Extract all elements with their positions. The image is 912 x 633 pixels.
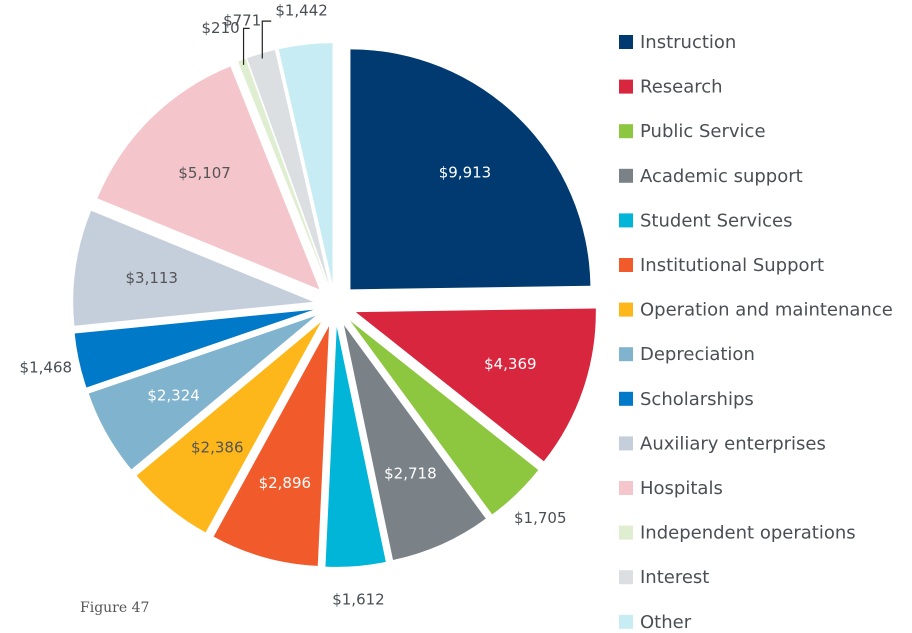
legend-label: Depreciation (640, 344, 755, 365)
value-label: $1,468 (20, 359, 73, 377)
legend-swatch (619, 481, 633, 495)
value-label: $3,113 (125, 269, 178, 287)
leader-line (242, 27, 250, 65)
legend-swatch (619, 79, 633, 94)
legend-swatch (619, 35, 633, 49)
value-label: $210 (201, 19, 239, 37)
legend-label: Interest (640, 567, 709, 588)
legend-swatch (619, 570, 633, 585)
legend-swatch (619, 614, 633, 629)
pie-slice (343, 325, 486, 561)
legend-label: Scholarships (640, 389, 754, 410)
legend-label: Independent operations (640, 523, 856, 544)
value-label: $1,705 (514, 509, 567, 527)
legend-swatch (619, 525, 633, 540)
pie-slice (278, 43, 333, 284)
value-label: $1,612 (332, 591, 385, 609)
pie-slice (325, 326, 386, 567)
pie-slice (350, 49, 591, 290)
legend-label: Auxiliary enterprises (640, 433, 826, 454)
legend-swatch (619, 391, 633, 406)
legend-label: Public Service (640, 121, 766, 142)
legend-label: Other (640, 612, 692, 633)
legend-swatch (619, 347, 633, 362)
legend-label: Hospitals (640, 478, 723, 499)
legend-label: Institutional Support (640, 255, 824, 276)
legend-swatch (619, 302, 633, 317)
value-label: $2,896 (259, 474, 312, 492)
legend-swatch (619, 124, 633, 139)
pie-slice (213, 326, 330, 566)
value-label: $2,718 (384, 465, 437, 483)
legend-label: Research (640, 77, 723, 98)
value-label: $5,107 (178, 164, 231, 182)
value-label: $771 (223, 12, 261, 30)
legend-swatch (619, 213, 633, 228)
caption: Figure 47 (80, 600, 149, 616)
leader-line (261, 20, 272, 59)
legend-swatch (619, 168, 633, 183)
value-label: $1,442 (275, 1, 328, 19)
pie-slice (350, 320, 539, 515)
pie-slice (97, 66, 320, 290)
legend-label: Academic support (640, 166, 803, 187)
pie-slice (238, 58, 328, 285)
legend-label: Operation and maintenance (640, 300, 893, 321)
legend-label: Instruction (640, 32, 736, 53)
pie-slice (355, 308, 596, 462)
pie-slice (74, 309, 314, 388)
legend-swatch (619, 436, 633, 451)
value-label: $9,913 (439, 164, 492, 182)
value-label: $4,369 (484, 355, 537, 373)
pie-slice (73, 210, 314, 326)
pie-slice (88, 315, 316, 470)
pie-slice (247, 50, 329, 284)
value-label: $2,324 (147, 386, 200, 404)
pie-slice (136, 321, 322, 533)
legend-swatch (619, 258, 633, 272)
legend-label: Student Services (640, 210, 792, 231)
value-label: $2,386 (191, 438, 244, 456)
